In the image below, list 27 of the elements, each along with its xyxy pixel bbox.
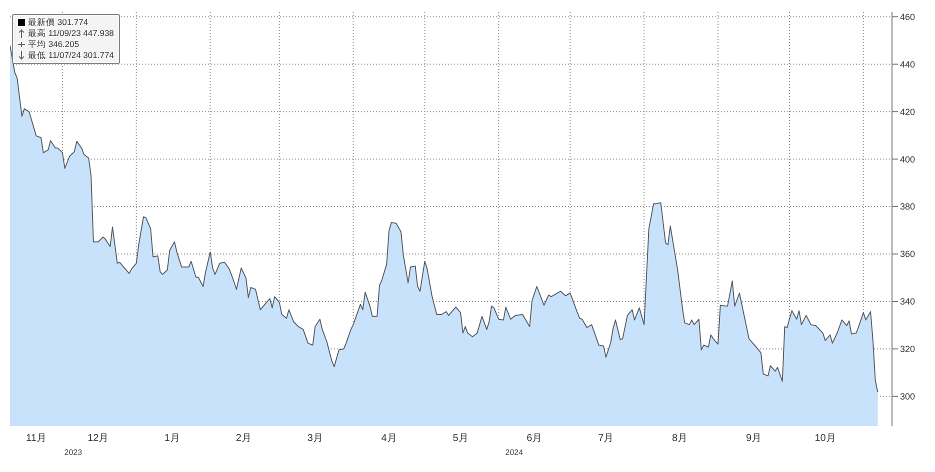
annotation: 平均 346.205 — [28, 39, 80, 50]
x-tick-label: 12月 — [88, 433, 109, 444]
text: 2023 — [63, 448, 84, 457]
y-tick-label: 460 — [900, 12, 916, 22]
x-tick-label: 5月 — [452, 433, 468, 444]
x-tick-label: 9月 — [746, 433, 762, 444]
y-tick-label: 400 — [900, 154, 916, 164]
x-tick-label: 2月 — [236, 433, 252, 444]
x-tick-label: 7月 — [598, 433, 614, 444]
y-tick-label: 340 — [900, 296, 916, 307]
y-tick-label: 320 — [900, 344, 916, 354]
y-tick-label: 440 — [900, 59, 916, 70]
x-tick-label: 10月 — [814, 433, 836, 444]
x-tick-label: 3月 — [307, 433, 323, 444]
y-tick-label: 300 — [900, 392, 916, 402]
x-tick-label: 6月 — [526, 433, 542, 444]
text: 2024 — [504, 448, 524, 457]
annotation: 最高 11/09/23 447.938 — [28, 28, 114, 39]
annotation: 最低 11/07/24 301.774 — [28, 50, 114, 61]
y-tick-label: 360 — [900, 249, 916, 260]
y-tick-label: 420 — [900, 106, 916, 117]
y-tick-label: 380 — [900, 202, 916, 212]
x-tick-label: 4月 — [381, 433, 397, 444]
annotation: 最新價 301.774 — [28, 17, 88, 28]
x-tick-label: 11月 — [26, 433, 46, 444]
x-tick-label: 1月 — [164, 433, 180, 444]
x-tick-label: 8月 — [672, 433, 688, 444]
